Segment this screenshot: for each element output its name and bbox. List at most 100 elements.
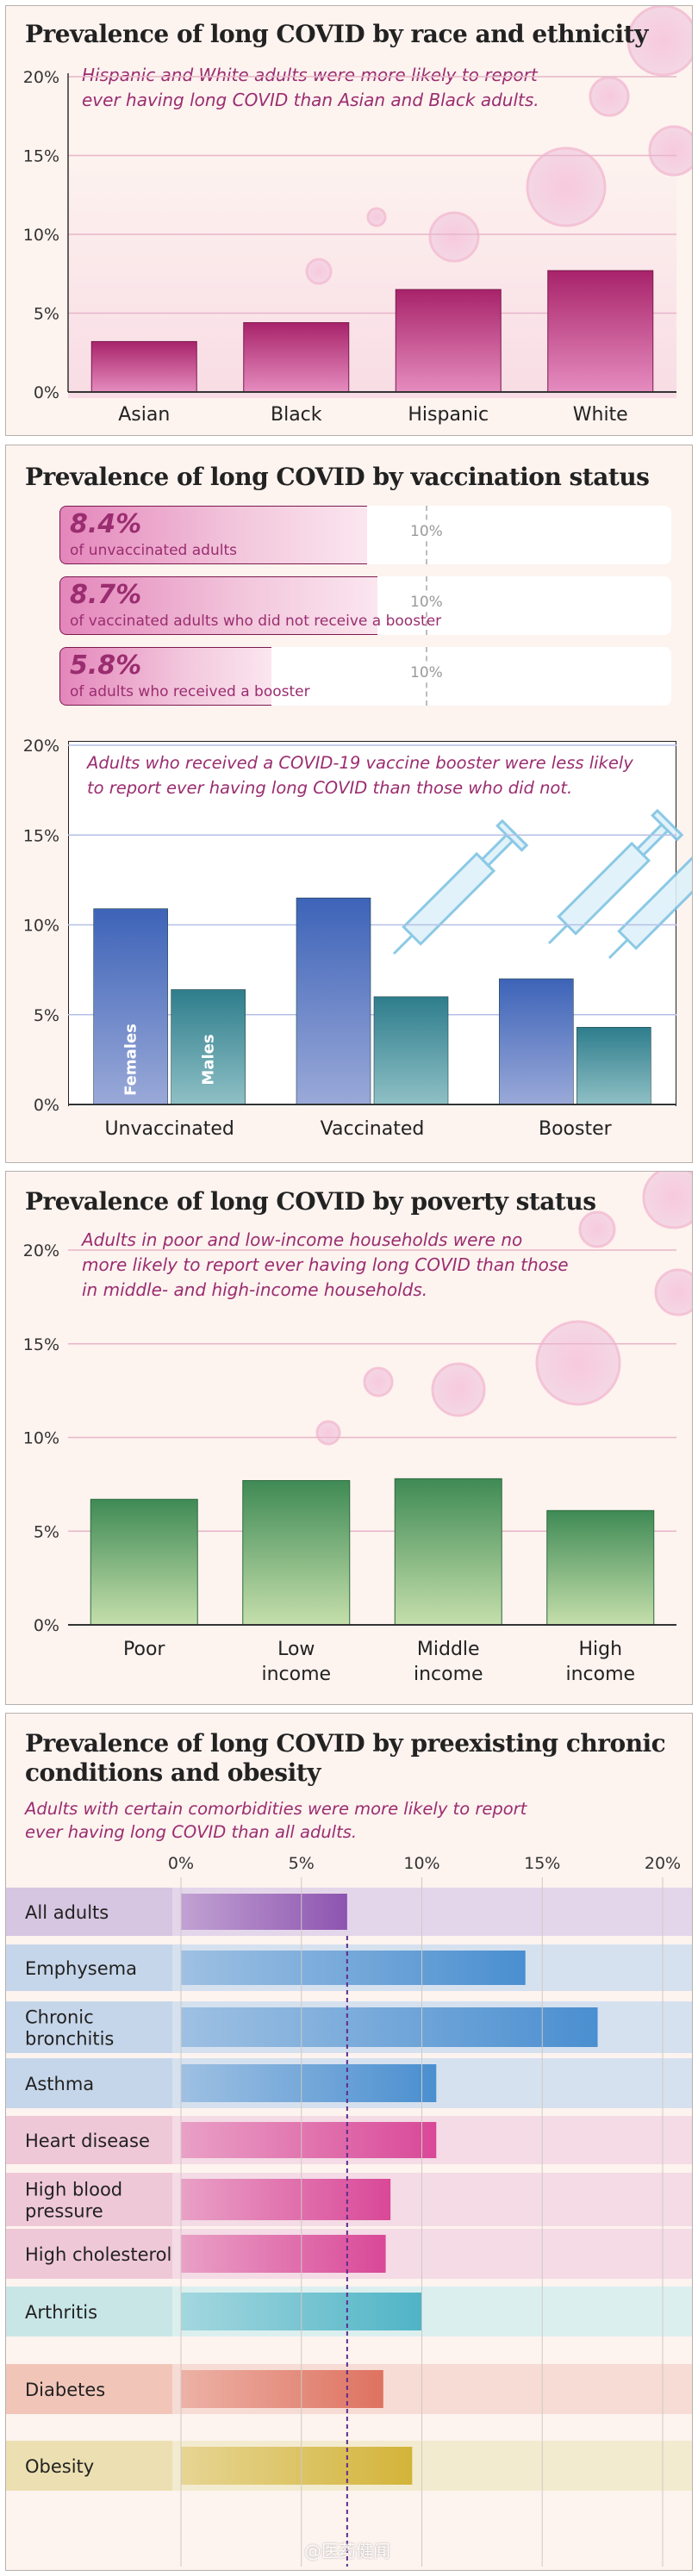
bar-high-income bbox=[546, 1509, 655, 1626]
row-label: High blood bbox=[25, 2180, 122, 2200]
chart-poverty: 0% 5% 10% 15% 20% Poor Low income Middle income Hi… bbox=[23, 1241, 676, 1685]
row-label: Heart disease bbox=[25, 2131, 150, 2151]
panel-race-ethnicity: Prevalence of long COVID by race and eth… bbox=[5, 5, 693, 436]
decor-syringes bbox=[392, 808, 692, 960]
x-tick-label: High bbox=[578, 1639, 622, 1660]
row-label-bg bbox=[6, 2116, 172, 2164]
row-label: bronchitis bbox=[25, 2029, 114, 2050]
x-tick-label: Middle bbox=[417, 1639, 480, 1660]
bar-black bbox=[243, 321, 350, 393]
x-tick-label: White bbox=[573, 404, 628, 426]
row-label: Arthritis bbox=[25, 2302, 97, 2323]
progress-row: 10% 8.7% of vaccinated adults who did not … bbox=[59, 576, 671, 635]
panel3-subtitle-line: more likely to report ever having long C… bbox=[82, 1254, 569, 1275]
x-tick-label: 0% bbox=[168, 1854, 194, 1873]
x-tick-label: income bbox=[414, 1664, 483, 1685]
x-tick-label: Low bbox=[277, 1639, 315, 1660]
row-label: Asthma bbox=[25, 2074, 94, 2094]
row-label-bg bbox=[6, 2441, 172, 2491]
panel-comorbidities: Prevalence of long COVID by preexisting … bbox=[5, 1713, 693, 2571]
progress-ref-label: 10% bbox=[408, 664, 445, 681]
bar-chronic-bronchitis bbox=[181, 2007, 598, 2047]
row-label-bg bbox=[6, 2287, 172, 2336]
progress-value: 5.8% bbox=[70, 650, 142, 681]
panel-vaccination: Prevalence of long COVID by vaccination … bbox=[5, 445, 693, 1163]
bar-males-vaccinated bbox=[373, 996, 449, 1105]
x-tick-label: Black bbox=[271, 404, 322, 426]
x-tick-label: 20% bbox=[645, 1854, 681, 1873]
panel4-subtitle: Adults with certain comorbidities were m… bbox=[25, 1797, 628, 1844]
row-label-bg bbox=[6, 2364, 172, 2414]
y-tick-label: 5% bbox=[34, 1006, 59, 1025]
chart-race: 0% 5% 10% 15% 20% Asian Black Hispanic White bbox=[23, 68, 676, 426]
series-label-females: Females bbox=[122, 1024, 140, 1096]
x-tick-label: Poor bbox=[123, 1639, 165, 1660]
bar-high-cholesterol bbox=[181, 2235, 386, 2273]
bar-hispanic bbox=[395, 289, 502, 393]
x-tick-label: Booster bbox=[539, 1118, 613, 1140]
bar-low-income bbox=[242, 1480, 351, 1626]
panel2-subtitle-line: to report ever having long COVID than th… bbox=[87, 778, 573, 798]
x-tick-label: 10% bbox=[403, 1854, 439, 1873]
progress-caption: of adults who received a booster bbox=[70, 683, 310, 700]
panel4-title: Prevalence of long COVID by preexisting … bbox=[25, 1729, 666, 1788]
y-tick-label: 20% bbox=[23, 737, 59, 756]
x-tick-label: Vaccinated bbox=[321, 1118, 425, 1140]
watermark: @医药健闻 bbox=[304, 2541, 390, 2561]
y-tick-label: 0% bbox=[34, 1096, 59, 1115]
row-label: High cholesterol bbox=[25, 2244, 171, 2265]
progress-fill bbox=[59, 576, 377, 635]
row-label-bg bbox=[6, 2058, 172, 2108]
progress-ref-label: 10% bbox=[408, 594, 445, 611]
bar-asian bbox=[90, 340, 197, 393]
progress-caption: of vaccinated adults who did not receive… bbox=[70, 613, 442, 630]
bar-all-adults bbox=[181, 1894, 347, 1930]
bar-white bbox=[547, 270, 654, 393]
x-tick-label: Asian bbox=[118, 404, 170, 426]
panel1-subtitle: Hispanic and White adults were more like… bbox=[82, 63, 651, 113]
row-label-bg bbox=[6, 2001, 172, 2053]
panel3-subtitle-line: Adults in poor and low-income households… bbox=[82, 1229, 523, 1250]
bar-middle-income bbox=[394, 1478, 502, 1626]
row-label-bg bbox=[6, 1944, 172, 1991]
panel4-subtitle-line: Adults with certain comorbidities were m… bbox=[25, 1799, 527, 1819]
x-tick-label: Unvaccinated bbox=[104, 1118, 234, 1140]
bar-females-unvaccinated bbox=[93, 908, 168, 1105]
bar-asthma bbox=[181, 2064, 437, 2102]
progress-fill bbox=[59, 506, 367, 564]
panel3-subtitle-line: in middle- and high-income households. bbox=[82, 1279, 428, 1300]
row-label: Diabetes bbox=[25, 2380, 105, 2400]
y-tick-label: 20% bbox=[23, 1241, 59, 1260]
bar-poor bbox=[90, 1498, 198, 1626]
bar-females-booster bbox=[499, 978, 574, 1105]
panel1-subtitle-line: ever having long COVID than Asian and Bl… bbox=[82, 90, 539, 110]
x-tick-label: income bbox=[565, 1664, 635, 1685]
y-tick-label: 0% bbox=[34, 383, 59, 402]
row-label-bg bbox=[6, 1888, 172, 1936]
row-label: Chronic bbox=[25, 2007, 94, 2028]
panel4-title-line: Prevalence of long COVID by preexisting … bbox=[25, 1729, 666, 1758]
row-label-bg bbox=[6, 2173, 172, 2226]
bar-females-vaccinated bbox=[296, 897, 371, 1105]
bar-diabetes bbox=[181, 2370, 383, 2408]
panel1-title: Prevalence of long COVID by race and eth… bbox=[25, 20, 648, 48]
bar-males-booster bbox=[576, 1027, 651, 1105]
row-label: pressure bbox=[25, 2201, 103, 2222]
y-tick-label: 15% bbox=[23, 147, 59, 166]
decor-virus-p3 bbox=[315, 1172, 692, 1446]
panel1-subtitle-line: Hispanic and White adults were more like… bbox=[82, 65, 538, 85]
chart-comorbidities: 0% 5% 10% 15% 20% All adults Emphysema Chronicb… bbox=[6, 1854, 692, 2567]
panel3-subtitle: Adults in poor and low-income households… bbox=[82, 1228, 651, 1303]
progress-value: 8.4% bbox=[70, 509, 142, 539]
bar-emphysema bbox=[181, 1951, 526, 1985]
progress-value: 8.7% bbox=[70, 580, 142, 610]
progress-row: 10% 5.8% of adults who received a booster bbox=[59, 647, 671, 706]
progress-caption: of unvaccinated adults bbox=[70, 542, 237, 559]
panel2-title: Prevalence of long COVID by vaccination … bbox=[25, 463, 650, 491]
y-tick-label: 5% bbox=[34, 305, 59, 324]
chart-vaccination: 0% 5% 10% 15% 20% Females Males Unvaccinated Vac… bbox=[23, 737, 676, 1140]
x-tick-label: 5% bbox=[289, 1854, 315, 1873]
panel4-title-line: conditions and obesity bbox=[25, 1758, 321, 1787]
row-label: Emphysema bbox=[25, 1958, 137, 1979]
row-label: Obesity bbox=[25, 2456, 94, 2477]
